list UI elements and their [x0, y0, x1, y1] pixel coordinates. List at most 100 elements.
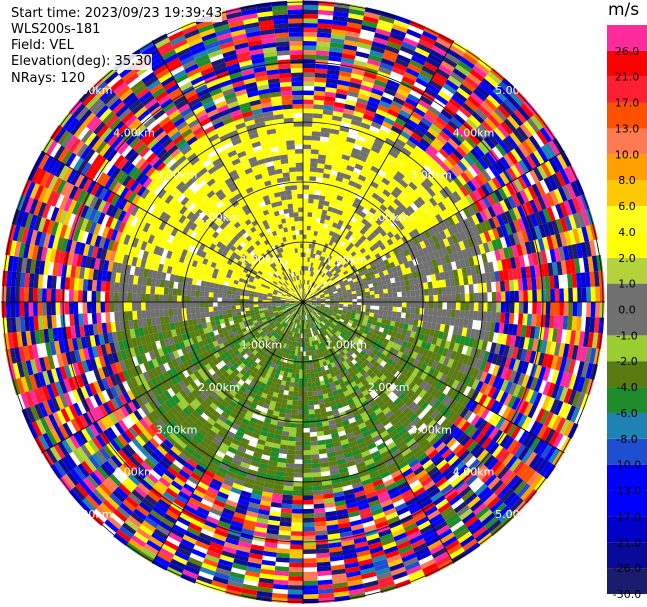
- velocity-gate: [361, 166, 371, 174]
- velocity-gate: [392, 174, 403, 184]
- velocity-gate: [489, 91, 504, 105]
- velocity-gate: [445, 79, 460, 91]
- velocity-gate: [387, 287, 393, 294]
- velocity-gate: [497, 187, 508, 200]
- velocity-gate: [394, 276, 400, 283]
- velocity-gate: [320, 232, 326, 238]
- velocity-gate: [305, 284, 307, 289]
- velocity-gate: [464, 310, 470, 320]
- velocity-gate: [303, 117, 313, 123]
- velocity-gate: [363, 192, 372, 201]
- velocity-gate: [491, 302, 497, 313]
- velocity-gate: [391, 311, 397, 317]
- velocity-gate: [385, 197, 394, 206]
- velocity-gate: [370, 302, 375, 306]
- velocity-gate: [313, 277, 317, 283]
- velocity-gate: [363, 244, 370, 252]
- velocity-gate: [286, 404, 293, 410]
- velocity-gate: [336, 239, 343, 246]
- velocity-gate: [432, 119, 445, 131]
- velocity-gate: [430, 184, 440, 195]
- velocity-gate: [282, 494, 293, 500]
- velocity-gate: [305, 295, 310, 299]
- velocity-gate: [416, 234, 424, 243]
- velocity-gate: [369, 287, 375, 292]
- velocity-gate: [395, 316, 401, 323]
- velocity-gate: [544, 276, 551, 290]
- velocity-gate: [316, 300, 321, 302]
- velocity-gate: [304, 279, 307, 285]
- velocity-gate: [338, 263, 344, 269]
- velocity-gate: [325, 297, 330, 300]
- velocity-gate: [357, 93, 370, 101]
- velocity-gate: [419, 302, 425, 309]
- velocity-gate: [522, 313, 528, 326]
- velocity-gate: [517, 176, 528, 190]
- velocity-gate: [281, 430, 290, 437]
- velocity-gate: [311, 297, 316, 300]
- velocity-gate: [303, 14, 319, 19]
- velocity-gate: [307, 221, 312, 226]
- velocity-gate: [550, 288, 555, 302]
- velocity-gate: [531, 277, 537, 290]
- velocity-gate: [378, 15, 395, 24]
- velocity-gate: [313, 503, 325, 509]
- velocity-gate: [291, 409, 298, 415]
- velocity-gate: [318, 282, 324, 287]
- velocity-gate: [283, 422, 291, 428]
- velocity-gate: [353, 270, 360, 276]
- velocity-gate: [401, 268, 408, 276]
- velocity-gate: [462, 239, 470, 250]
- velocity-gate: [392, 271, 399, 278]
- velocity-gate: [525, 154, 537, 170]
- velocity-gate: [283, 485, 294, 491]
- velocity-gate: [318, 145, 328, 151]
- velocity-gate: [495, 143, 507, 157]
- velocity-gate: [382, 141, 393, 151]
- velocity-gate: [329, 245, 335, 252]
- velocity-gate: [403, 261, 410, 269]
- velocity-gate: [556, 261, 563, 276]
- velocity-gate: [572, 213, 582, 229]
- velocity-gate: [311, 300, 317, 302]
- velocity-gate: [342, 149, 352, 157]
- velocity-gate: [317, 269, 321, 275]
- velocity-gate: [455, 302, 461, 311]
- velocity-gate: [361, 305, 366, 309]
- velocity-gate: [446, 286, 452, 295]
- velocity-gate: [495, 312, 501, 323]
- velocity-gate: [514, 302, 519, 314]
- velocity-gate: [326, 146, 336, 153]
- velocity-gate: [483, 98, 498, 112]
- velocity-gate: [441, 144, 453, 156]
- velocity-gate: [450, 234, 459, 244]
- velocity-gate: [419, 308, 425, 315]
- velocity-gate: [513, 279, 519, 291]
- velocity-gate: [330, 268, 335, 274]
- velocity-gate: [354, 163, 364, 171]
- velocity-gate: [518, 255, 526, 268]
- velocity-gate: [328, 273, 334, 278]
- velocity-gate: [418, 120, 430, 131]
- velocity-gate: [353, 281, 359, 286]
- velocity-gate: [510, 112, 524, 127]
- velocity-gate: [499, 156, 511, 170]
- velocity-gate: [307, 378, 312, 383]
- velocity-gate: [314, 81, 327, 88]
- velocity-gate: [305, 351, 309, 356]
- velocity-gate: [460, 171, 471, 183]
- velocity-gate: [332, 289, 338, 293]
- velocity-gate: [467, 226, 476, 238]
- velocity-gate: [321, 286, 326, 290]
- velocity-gate: [459, 230, 467, 241]
- velocity-gate: [313, 494, 324, 500]
- velocity-gate: [509, 257, 517, 269]
- velocity-gate: [444, 52, 460, 65]
- velocity-gate: [327, 206, 334, 213]
- velocity-gate: [299, 369, 303, 374]
- velocity-gate: [316, 167, 325, 174]
- velocity-gate: [446, 236, 455, 246]
- velocity-gate: [304, 293, 308, 298]
- velocity-gate: [361, 80, 374, 89]
- velocity-gate: [361, 218, 369, 226]
